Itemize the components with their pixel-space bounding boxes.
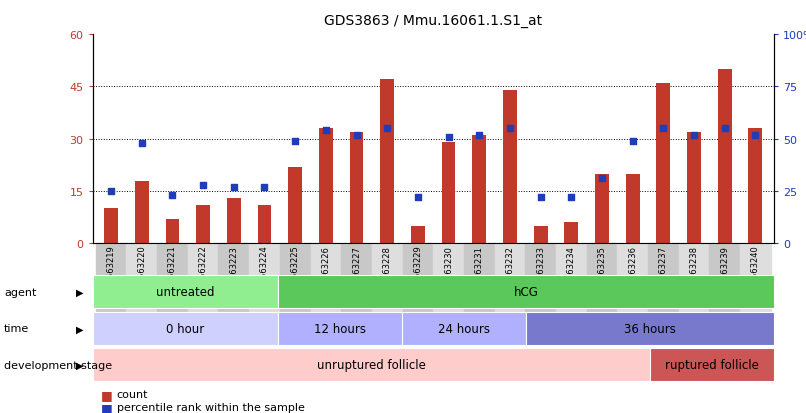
- Point: [411, 195, 424, 201]
- Bar: [127, 244, 157, 331]
- Text: 24 hours: 24 hours: [438, 322, 490, 335]
- Text: ▶: ▶: [76, 287, 83, 297]
- Bar: [278, 312, 402, 345]
- Bar: [595, 174, 609, 244]
- Bar: [740, 244, 771, 331]
- Point: [565, 195, 578, 201]
- Bar: [472, 136, 486, 244]
- Bar: [372, 244, 402, 331]
- Text: GDS3863 / Mmu.16061.1.S1_at: GDS3863 / Mmu.16061.1.S1_at: [324, 14, 542, 28]
- Bar: [556, 244, 587, 331]
- Text: count: count: [117, 389, 148, 399]
- Bar: [749, 129, 762, 244]
- Bar: [534, 226, 547, 244]
- Text: 0 hour: 0 hour: [166, 322, 205, 335]
- Bar: [289, 167, 302, 244]
- Bar: [280, 244, 310, 331]
- Bar: [135, 181, 148, 244]
- Point: [749, 132, 762, 138]
- Bar: [587, 244, 617, 331]
- Bar: [258, 205, 272, 244]
- Point: [289, 138, 301, 145]
- Point: [380, 126, 393, 132]
- Text: ▶: ▶: [76, 360, 83, 370]
- Bar: [617, 244, 648, 331]
- Point: [135, 140, 148, 147]
- Point: [105, 188, 118, 195]
- Bar: [165, 219, 180, 244]
- Bar: [526, 244, 556, 331]
- Bar: [402, 244, 433, 331]
- Point: [534, 195, 547, 201]
- Text: ▶: ▶: [76, 323, 83, 334]
- Bar: [93, 349, 650, 381]
- Point: [473, 132, 486, 138]
- Bar: [656, 84, 671, 244]
- Text: agent: agent: [4, 287, 36, 297]
- Bar: [93, 276, 278, 309]
- Text: untreated: untreated: [156, 286, 215, 299]
- Bar: [718, 70, 732, 244]
- Bar: [310, 244, 341, 331]
- Bar: [188, 244, 218, 331]
- Bar: [464, 244, 495, 331]
- Bar: [380, 80, 394, 244]
- Text: percentile rank within the sample: percentile rank within the sample: [117, 402, 305, 412]
- Bar: [495, 244, 526, 331]
- Point: [258, 184, 271, 191]
- Text: unruptured follicle: unruptured follicle: [317, 358, 426, 371]
- Bar: [648, 244, 679, 331]
- Bar: [278, 276, 774, 309]
- Point: [350, 132, 363, 138]
- Text: hCG: hCG: [513, 286, 538, 299]
- Text: time: time: [4, 323, 29, 334]
- Bar: [503, 91, 517, 244]
- Text: ruptured follicle: ruptured follicle: [665, 358, 758, 371]
- Bar: [402, 312, 526, 345]
- Point: [197, 182, 210, 189]
- Text: ■: ■: [101, 401, 113, 413]
- Bar: [104, 209, 118, 244]
- Text: 12 hours: 12 hours: [314, 322, 367, 335]
- Bar: [218, 244, 249, 331]
- Point: [227, 184, 240, 191]
- Bar: [93, 312, 278, 345]
- Bar: [411, 226, 425, 244]
- Point: [688, 132, 700, 138]
- Point: [596, 176, 609, 182]
- Text: ■: ■: [101, 388, 113, 401]
- Bar: [526, 312, 774, 345]
- Point: [166, 192, 179, 199]
- Bar: [687, 133, 701, 244]
- Bar: [196, 205, 210, 244]
- Bar: [564, 223, 578, 244]
- Point: [657, 126, 670, 132]
- Bar: [709, 244, 740, 331]
- Point: [626, 138, 639, 145]
- Bar: [625, 174, 639, 244]
- Point: [442, 134, 455, 140]
- Bar: [679, 244, 709, 331]
- Bar: [96, 244, 127, 331]
- Point: [319, 128, 332, 134]
- Bar: [433, 244, 464, 331]
- Bar: [249, 244, 280, 331]
- Bar: [157, 244, 188, 331]
- Bar: [442, 143, 455, 244]
- Bar: [341, 244, 372, 331]
- Bar: [227, 199, 241, 244]
- Bar: [350, 133, 364, 244]
- Point: [504, 126, 517, 132]
- Bar: [319, 129, 333, 244]
- Point: [718, 126, 731, 132]
- Text: 36 hours: 36 hours: [624, 322, 676, 335]
- Text: development stage: development stage: [4, 360, 112, 370]
- Bar: [650, 349, 774, 381]
